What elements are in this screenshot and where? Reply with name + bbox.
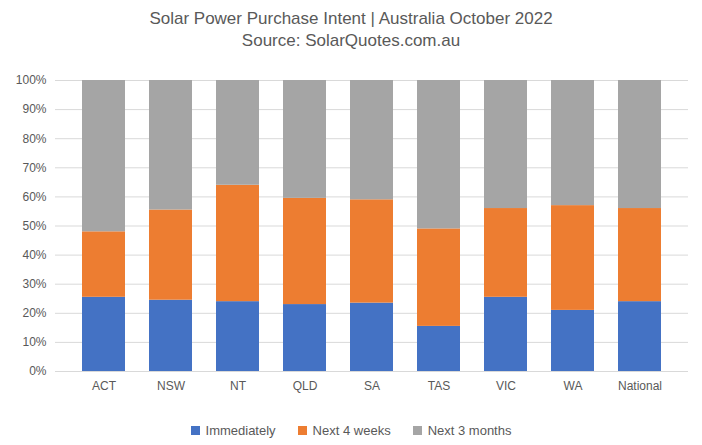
svg-text:100%: 100% xyxy=(16,73,47,87)
html-text:Next 4 weeks: Next 4 weeks xyxy=(312,423,391,438)
svg-text:NT: NT xyxy=(230,379,247,393)
svg-text:NSW: NSW xyxy=(157,379,186,393)
html-text:Immediately: Immediately xyxy=(205,423,276,438)
svg-text:0%: 0% xyxy=(29,364,47,378)
svg-text:80%: 80% xyxy=(22,132,46,146)
svg-text:30%: 30% xyxy=(22,277,46,291)
svg-text:TAS: TAS xyxy=(428,379,450,393)
svg-text:90%: 90% xyxy=(22,102,46,116)
html-text:Solar Power Purchase Intent |: Solar Power Purchase Intent | Australia … xyxy=(149,9,553,28)
svg-text:50%: 50% xyxy=(22,219,46,233)
svg-text:60%: 60% xyxy=(22,190,46,204)
svg-text:10%: 10% xyxy=(22,335,46,349)
svg-text:National: National xyxy=(618,379,662,393)
svg-text:QLD: QLD xyxy=(293,379,318,393)
svg-text:70%: 70% xyxy=(22,161,46,175)
svg-text:WA: WA xyxy=(564,379,583,393)
html-text:Next 3 months: Next 3 months xyxy=(427,423,512,438)
svg-text:VIC: VIC xyxy=(496,379,516,393)
svg-text:SA: SA xyxy=(364,379,380,393)
svg-text:ACT: ACT xyxy=(92,379,117,393)
svg-text:20%: 20% xyxy=(22,306,46,320)
html-text:Source: SolarQuotes.com.au: Source: SolarQuotes.com.au xyxy=(241,31,461,50)
svg-text:40%: 40% xyxy=(22,248,46,262)
